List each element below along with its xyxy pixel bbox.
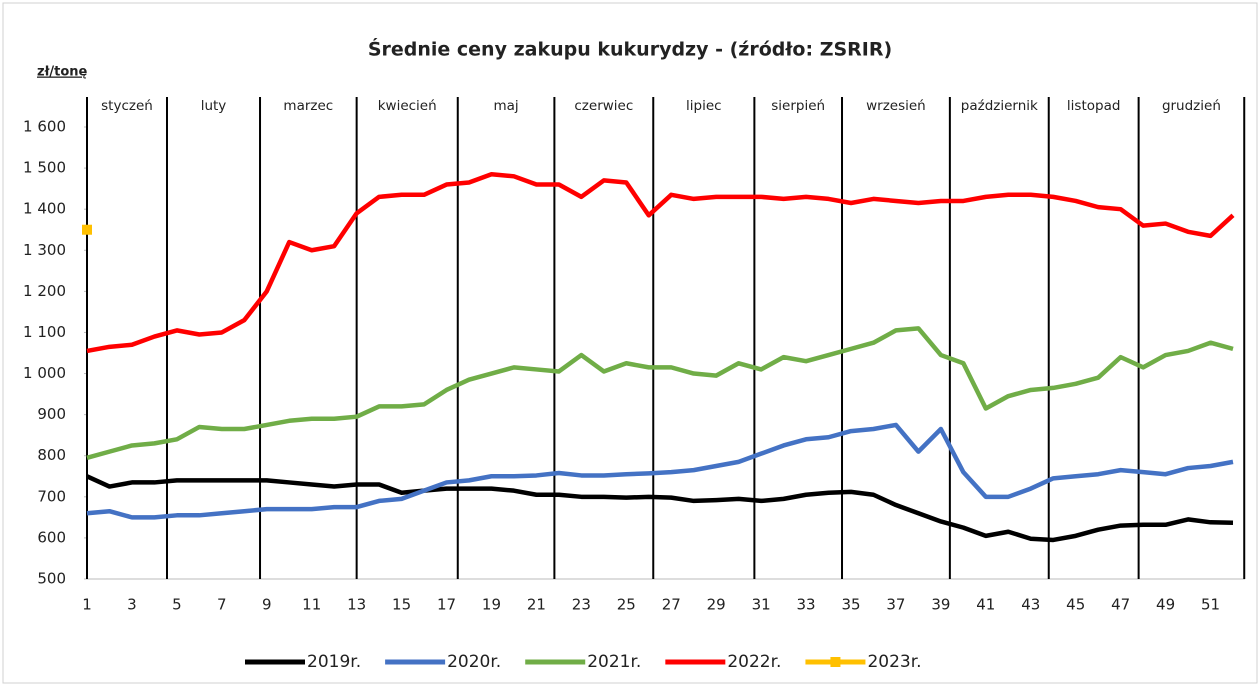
y-tick-label: 1 200 (23, 282, 66, 300)
legend-label: 2022r. (727, 652, 781, 672)
legend-label: 2019r. (307, 652, 361, 672)
x-tick-label: 27 (662, 596, 681, 614)
x-tick-label: 23 (572, 596, 591, 614)
x-tick-label: 1 (82, 596, 92, 614)
y-axis-label: zł/tonę (37, 65, 88, 80)
y-tick-label: 1 600 (23, 118, 66, 136)
series-marker (82, 224, 92, 235)
month-label: kwiecień (378, 98, 437, 114)
chart-title: Średnie ceny zakupu kukurydzy - (źródło:… (368, 37, 892, 61)
month-label: grudzień (1162, 98, 1221, 114)
x-tick-label: 15 (392, 596, 411, 614)
x-tick-label: 41 (976, 596, 995, 614)
x-tick-label: 31 (752, 596, 771, 614)
x-tick-label: 25 (617, 596, 636, 614)
y-tick-label: 1 300 (23, 241, 66, 259)
series-line (86, 474, 1234, 543)
legend-label: 2021r. (587, 652, 641, 672)
month-label: lipiec (686, 98, 722, 114)
legend-label: 2020r. (447, 652, 501, 672)
x-tick-label: 45 (1066, 596, 1085, 614)
x-tick-label: 29 (707, 596, 726, 614)
x-tick-label: 47 (1111, 596, 1130, 614)
x-tick-label: 7 (217, 596, 227, 614)
month-label: maj (493, 98, 518, 114)
x-tick-label: 49 (1156, 596, 1175, 614)
y-tick-label: 1 500 (23, 159, 66, 177)
series-line (86, 422, 1234, 520)
x-tick-label: 33 (797, 596, 816, 614)
x-tick-label: 5 (172, 596, 182, 614)
legend-marker (830, 657, 841, 667)
x-tick-label: 11 (302, 596, 321, 614)
month-label: wrzesień (866, 98, 926, 114)
x-tick-label: 37 (886, 596, 905, 614)
month-label: sierpień (771, 98, 825, 114)
y-tick-label: 600 (37, 528, 66, 546)
series-line (86, 326, 1234, 460)
y-tick-label: 700 (37, 487, 66, 505)
y-tick-label: 1 400 (23, 200, 66, 218)
series-line (86, 172, 1235, 354)
y-tick-label: 500 (37, 570, 66, 588)
x-tick-label: 13 (347, 596, 366, 614)
month-label: październik (961, 98, 1038, 114)
x-tick-label: 51 (1201, 596, 1220, 614)
legend-label: 2023r. (867, 652, 921, 672)
month-label: luty (201, 98, 227, 114)
x-tick-label: 39 (931, 596, 950, 614)
y-tick-label: 900 (37, 405, 66, 423)
x-tick-label: 21 (527, 596, 546, 614)
y-tick-label: 1 000 (23, 364, 66, 382)
month-label: listopad (1067, 98, 1121, 114)
x-tick-label: 43 (1021, 596, 1040, 614)
x-tick-label: 3 (127, 596, 137, 614)
y-tick-label: 1 100 (23, 323, 66, 341)
y-tick-label: 800 (37, 446, 66, 464)
month-label: marzec (283, 98, 333, 114)
x-tick-label: 19 (482, 596, 501, 614)
month-label: styczeń (101, 98, 153, 114)
x-tick-label: 35 (841, 596, 860, 614)
x-tick-label: 9 (262, 596, 272, 614)
x-tick-label: 17 (437, 596, 456, 614)
month-label: czerwiec (574, 98, 633, 114)
